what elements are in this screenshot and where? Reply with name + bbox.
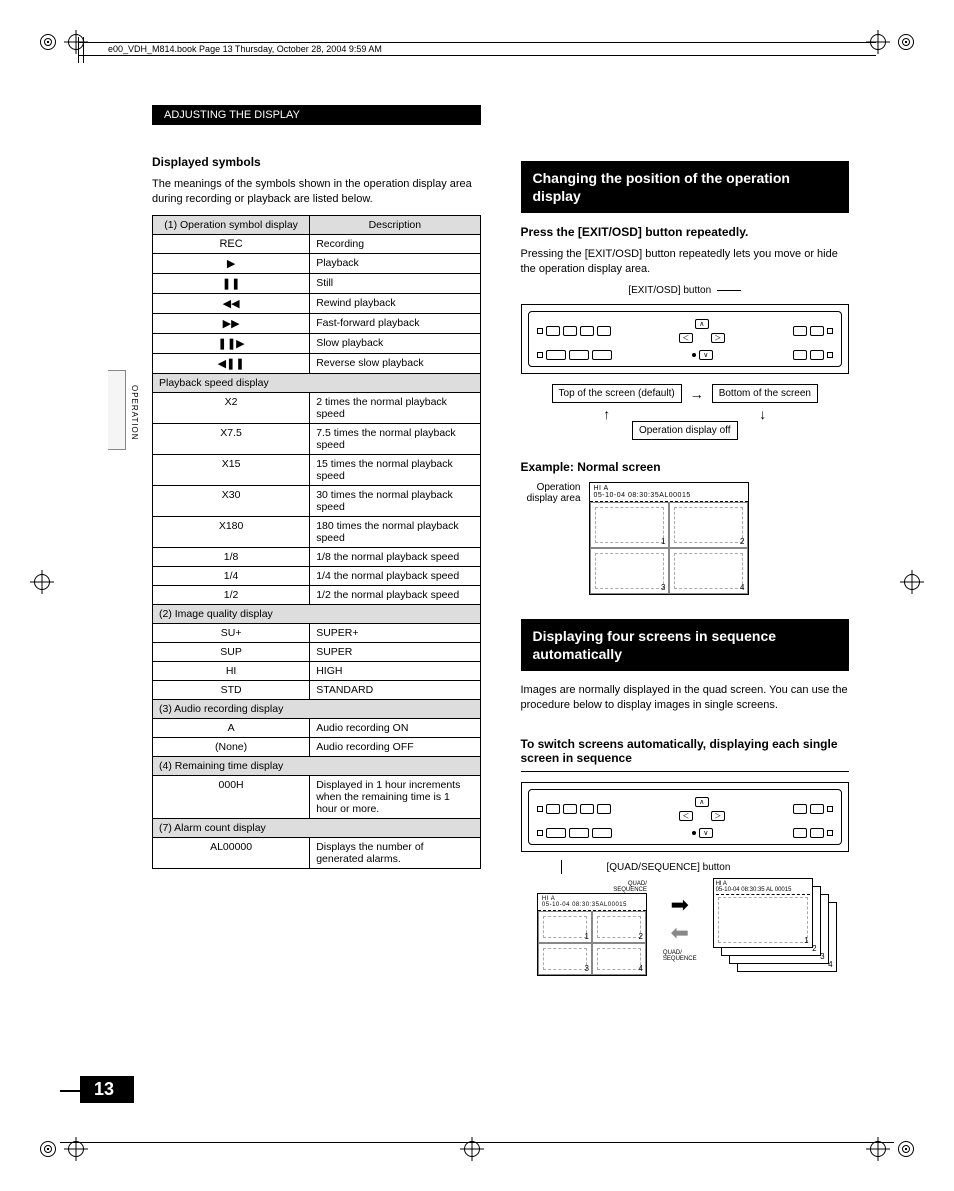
arrow-up-icon: ↑ xyxy=(557,407,657,421)
reg-mark-icon xyxy=(898,1141,914,1157)
page-number: 13 xyxy=(80,1076,134,1103)
arrow-left-icon: ⬅ xyxy=(671,922,689,944)
arrow-right-icon xyxy=(690,386,704,402)
table-row: ◀❚❚Reverse slow playback xyxy=(153,353,481,373)
intro-text: The meanings of the symbols shown in the… xyxy=(152,177,481,207)
table-header: (1) Operation symbol display xyxy=(153,215,310,234)
table-subheading: (3) Audio recording display xyxy=(153,699,481,718)
table-row: AAudio recording ON xyxy=(153,718,481,737)
sub-heading: To switch screens automatically, display… xyxy=(521,731,850,772)
body-text: Pressing the [EXIT/OSD] button repeatedl… xyxy=(521,247,850,277)
page: e00_VDH_M814.book Page 13 Thursday, Octo… xyxy=(0,0,954,1191)
table-subheading: (4) Remaining time display xyxy=(153,756,481,775)
table-row: X1515 times the normal playback speed xyxy=(153,454,481,485)
content: ADJUSTING THE DISPLAY Displayed symbols … xyxy=(152,105,849,978)
table-row: 1/21/2 the normal playback speed xyxy=(153,585,481,604)
table-row: 1/41/4 the normal playback speed xyxy=(153,566,481,585)
reg-cross-icon xyxy=(460,1137,484,1161)
table-subheading: (2) Image quality display xyxy=(153,604,481,623)
table-row: X180180 times the normal playback speed xyxy=(153,516,481,547)
arrow-down-icon: ↓ xyxy=(713,407,813,421)
left-column: ADJUSTING THE DISPLAY Displayed symbols … xyxy=(152,105,481,978)
callout-label: [QUAD/SEQUENCE] button xyxy=(607,862,731,873)
subheading: Displayed symbols xyxy=(152,155,481,169)
section-heading: ADJUSTING THE DISPLAY xyxy=(152,105,481,125)
flow-box: Bottom of the screen xyxy=(712,384,818,403)
table-row: SU+SUPER+ xyxy=(153,623,481,642)
side-label: OPERATION xyxy=(130,385,139,441)
callout-label: Operation display area xyxy=(521,482,581,504)
table-row: X22 times the normal playback speed xyxy=(153,392,481,423)
table-row: X3030 times the normal playback speed xyxy=(153,485,481,516)
flow-box: Operation display off xyxy=(632,421,738,440)
table-row: ❚❚▶Slow playback xyxy=(153,333,481,353)
table-row: 000HDisplayed in 1 hour increments when … xyxy=(153,775,481,818)
button-label: QUAD/ SEQUENCE xyxy=(537,881,647,893)
table-header: Description xyxy=(310,215,480,234)
right-column: Changing the position of the operation d… xyxy=(521,161,850,978)
remote-diagram: ∧ ＜＞ ∨ xyxy=(521,304,850,374)
section-heading: Changing the position of the operation d… xyxy=(521,161,850,213)
table-row: 1/81/8 the normal playback speed xyxy=(153,547,481,566)
table-row: ❚❚Still xyxy=(153,273,481,293)
reg-cross-icon xyxy=(30,570,54,594)
reg-mark-icon xyxy=(898,34,914,50)
remote-diagram: ∧ ＜＞ ∨ xyxy=(521,782,850,852)
table-row: ▶▶Fast-forward playback xyxy=(153,313,481,333)
side-tab xyxy=(108,370,126,450)
reg-cross-icon xyxy=(866,1137,890,1161)
table-row: STDSTANDARD xyxy=(153,680,481,699)
table-row: RECRecording xyxy=(153,234,481,253)
section-heading: Displaying four screens in sequence auto… xyxy=(521,619,850,671)
table-subheading: (7) Alarm count display xyxy=(153,818,481,837)
arrow-right-icon: ➡ xyxy=(671,894,689,916)
quad-screen-diagram: HI A05-10-04 08:30:35AL00015 1 2 3 4 xyxy=(589,482,749,595)
reg-cross-icon xyxy=(900,570,924,594)
subheading: Example: Normal screen xyxy=(521,460,850,474)
reg-cross-icon xyxy=(64,1137,88,1161)
table-row: ▶Playback xyxy=(153,253,481,273)
symbol-table: (1) Operation symbol display Description… xyxy=(152,215,481,869)
callout-label: [EXIT/OSD] button xyxy=(628,285,711,296)
flow-box: Top of the screen (default) xyxy=(552,384,682,403)
footer-rule xyxy=(60,1142,894,1143)
table-row: X7.57.5 times the normal playback speed xyxy=(153,423,481,454)
subheading: Press the [EXIT/OSD] button repeatedly. xyxy=(521,225,850,239)
running-header: e00_VDH_M814.book Page 13 Thursday, Octo… xyxy=(108,44,382,54)
reg-mark-icon xyxy=(40,34,56,50)
table-row: ◀◀Rewind playback xyxy=(153,293,481,313)
body-text: Images are normally displayed in the qua… xyxy=(521,683,850,713)
table-row: SUPSUPER xyxy=(153,642,481,661)
sequence-diagram: QUAD/ SEQUENCE HI A05-10-04 08:30:35AL00… xyxy=(521,878,850,978)
table-row: AL00000Displays the number of generated … xyxy=(153,837,481,868)
table-subheading: Playback speed display xyxy=(153,373,481,392)
flow-diagram: Top of the screen (default) Bottom of th… xyxy=(521,384,850,440)
table-row: (None)Audio recording OFF xyxy=(153,737,481,756)
reg-mark-icon xyxy=(40,1141,56,1157)
table-row: HIHIGH xyxy=(153,661,481,680)
button-label: QUAD/ SEQUENCE xyxy=(663,950,697,962)
